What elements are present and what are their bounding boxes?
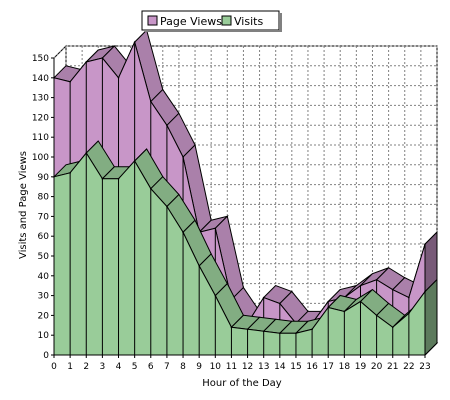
data-point bbox=[375, 278, 378, 281]
x-tick-label: 13 bbox=[258, 362, 269, 372]
x-tick-label: 11 bbox=[226, 362, 237, 372]
data-point bbox=[359, 300, 362, 303]
x-tick-label: 14 bbox=[274, 362, 286, 372]
data-point bbox=[149, 187, 152, 190]
data-point bbox=[279, 302, 281, 305]
x-tick-label: 20 bbox=[371, 362, 383, 372]
y-tick-label: 40 bbox=[38, 272, 50, 282]
y-tick-label: 0 bbox=[43, 351, 49, 361]
y-tick-label: 150 bbox=[32, 54, 49, 64]
y-tick-label: 10 bbox=[38, 331, 50, 341]
data-point bbox=[424, 243, 426, 245]
legend-swatch-visits bbox=[221, 15, 232, 26]
data-point bbox=[85, 61, 88, 63]
x-tick-label: 16 bbox=[306, 362, 318, 372]
y-tick-label: 110 bbox=[32, 133, 49, 143]
x-axis-label: Hour of the Day bbox=[202, 378, 282, 389]
data-point bbox=[166, 205, 168, 208]
legend: Page Views Visits bbox=[141, 10, 282, 32]
data-point bbox=[85, 152, 88, 154]
x-tick-label: 2 bbox=[83, 362, 89, 372]
axes bbox=[53, 58, 425, 356]
y-tick-label: 120 bbox=[32, 113, 49, 123]
x-tick-label: 17 bbox=[322, 362, 333, 372]
y-tick-label: 70 bbox=[38, 212, 50, 222]
data-point bbox=[391, 326, 394, 329]
x-tick-label: 9 bbox=[196, 362, 202, 372]
y-tick-label: 20 bbox=[38, 311, 50, 321]
data-point bbox=[214, 227, 217, 230]
data-point bbox=[343, 310, 346, 313]
data-point bbox=[101, 177, 104, 180]
data-point bbox=[182, 156, 184, 158]
y-tick-label: 100 bbox=[32, 153, 49, 163]
y-tick-label: 30 bbox=[38, 292, 50, 302]
data-point bbox=[375, 314, 378, 317]
data-point bbox=[279, 332, 281, 335]
y-tick-labels: 0 10 20 30 40 50 60 70 80 90 100 110 120 130 140 150 bbox=[32, 54, 54, 361]
x-tick-label: 23 bbox=[419, 362, 430, 372]
data-point bbox=[311, 328, 313, 331]
data-point bbox=[408, 312, 410, 315]
x-tick-label: 22 bbox=[403, 362, 414, 372]
data-point bbox=[133, 160, 136, 162]
x-tick-label: 5 bbox=[132, 362, 138, 372]
series-layer bbox=[52, 29, 438, 357]
data-point bbox=[327, 306, 330, 309]
x-tick-label: 15 bbox=[290, 362, 301, 372]
data-point bbox=[69, 172, 71, 174]
legend-shadow bbox=[144, 30, 282, 32]
x-tick-label: 19 bbox=[355, 362, 367, 372]
data-point bbox=[359, 284, 362, 287]
x-tick-label: 8 bbox=[180, 362, 186, 372]
data-point bbox=[262, 330, 265, 333]
legend-shadow bbox=[279, 13, 282, 32]
data-point bbox=[198, 265, 200, 267]
x-tick-label: 18 bbox=[339, 362, 351, 372]
x-tick-label: 7 bbox=[164, 362, 170, 372]
y-tick-label: 130 bbox=[32, 94, 49, 104]
data-point bbox=[408, 296, 410, 299]
legend-swatch-page-views bbox=[147, 15, 158, 26]
x-tick-label: 4 bbox=[116, 362, 122, 372]
x-tick-labels: 0 1 2 3 4 5 6 7 8 9 10 11 12 13 14 15 16 17 18 19 20 21 22 23 bbox=[51, 355, 431, 372]
data-point bbox=[230, 326, 233, 329]
x-tick-label: 1 bbox=[67, 362, 73, 372]
data-point bbox=[166, 124, 168, 127]
data-point bbox=[262, 296, 265, 299]
x-tick-label: 6 bbox=[148, 362, 154, 372]
series-visits bbox=[52, 140, 438, 357]
gridline-depth bbox=[53, 45, 67, 59]
data-point bbox=[117, 77, 120, 79]
data-point bbox=[133, 41, 136, 43]
y-tick-label: 80 bbox=[38, 193, 50, 203]
legend-label-visits: Visits bbox=[234, 15, 263, 28]
data-point bbox=[182, 231, 184, 234]
data-point bbox=[214, 294, 217, 297]
y-tick-label: 140 bbox=[32, 74, 49, 84]
data-point bbox=[295, 332, 297, 335]
x-tick-label: 21 bbox=[387, 362, 398, 372]
x-tick-label: 12 bbox=[242, 362, 253, 372]
y-tick-label: 60 bbox=[38, 232, 50, 242]
y-tick-label: 90 bbox=[38, 173, 50, 183]
x-tick-label: 10 bbox=[210, 362, 222, 372]
series-end-face bbox=[424, 278, 438, 357]
data-point bbox=[101, 57, 104, 59]
data-point bbox=[246, 328, 249, 331]
data-point bbox=[391, 288, 394, 291]
x-tick-label: 0 bbox=[51, 362, 57, 372]
legend-label-page-views: Page Views bbox=[160, 15, 222, 28]
data-point bbox=[327, 300, 330, 303]
y-tick-label: 50 bbox=[38, 252, 50, 262]
x-tick-label: 3 bbox=[100, 362, 106, 372]
data-point bbox=[149, 100, 152, 103]
data-point bbox=[117, 177, 120, 180]
data-point bbox=[424, 290, 426, 293]
y-axis-label: Visits and Page Views bbox=[18, 151, 29, 259]
data-point bbox=[69, 80, 71, 83]
